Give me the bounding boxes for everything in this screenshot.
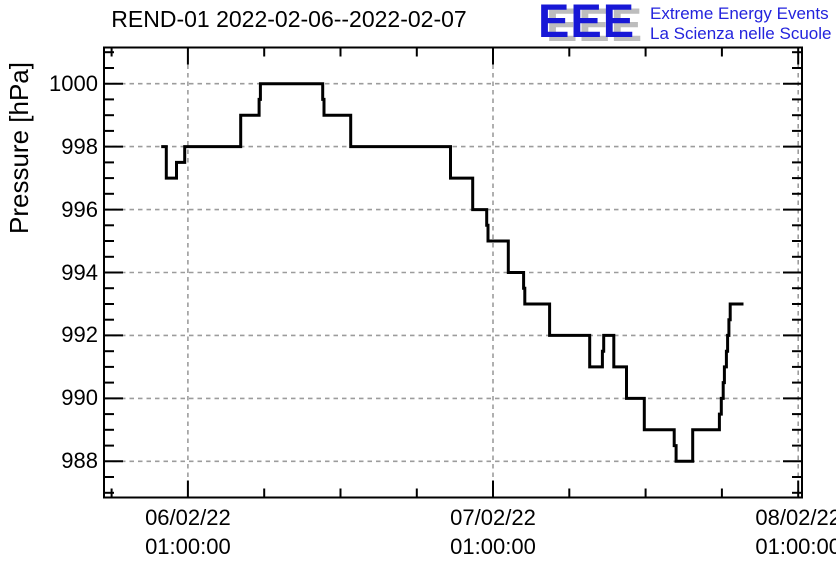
x-tick-label: 06/02/22 01:00:00 <box>118 503 258 561</box>
x-tick-label-line: 06/02/22 <box>145 505 231 530</box>
y-tick-label: 988 <box>61 448 98 474</box>
pressure-step-line <box>161 82 744 463</box>
eee-logo-acronym: EEE <box>538 0 636 47</box>
x-tick-label-line: 08/02/22 <box>755 505 836 530</box>
y-tick-label: 992 <box>61 322 98 348</box>
x-tick-label: 07/02/22 01:00:00 <box>423 503 563 561</box>
y-tick-label: 990 <box>61 385 98 411</box>
eee-logo-line2: La Scienza nelle Scuole <box>650 24 832 43</box>
x-tick-label-line: 01:00:00 <box>145 534 231 559</box>
x-tick-label-line: 07/02/22 <box>450 505 536 530</box>
x-tick-label: 08/02/22 01:00:00 <box>728 503 836 561</box>
chart-title: REND-01 2022-02-06--2022-02-07 <box>111 6 467 32</box>
y-tick-label: 998 <box>61 133 98 159</box>
x-tick-label-line: 01:00:00 <box>450 534 536 559</box>
plot-frame-and-ticks <box>103 46 803 499</box>
y-tick-label: 996 <box>61 196 98 222</box>
eee-logo-text: Extreme Energy Events La Scienza nelle S… <box>650 4 831 44</box>
y-tick-label: 994 <box>61 259 98 285</box>
x-tick-label-line: 01:00:00 <box>755 534 836 559</box>
eee-logo-line1: Extreme Energy Events <box>650 4 829 23</box>
pressure-series-path <box>161 82 744 463</box>
eee-logo: EEE Extreme Energy Events La Scienza nel… <box>538 0 836 48</box>
y-tick-label: 1000 <box>49 70 98 96</box>
